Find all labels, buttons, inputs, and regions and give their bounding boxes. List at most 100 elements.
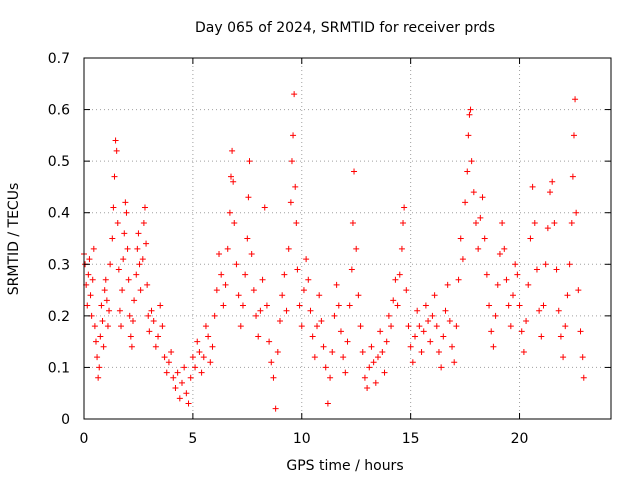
data-point bbox=[101, 287, 108, 294]
data-point bbox=[140, 220, 147, 227]
data-point bbox=[503, 276, 510, 283]
data-point bbox=[575, 287, 582, 294]
data-point bbox=[385, 312, 392, 319]
data-point bbox=[429, 312, 436, 319]
data-point bbox=[192, 364, 199, 371]
data-point bbox=[116, 307, 123, 314]
data-point bbox=[518, 328, 525, 335]
data-point bbox=[111, 173, 118, 180]
data-point bbox=[453, 323, 460, 330]
data-point bbox=[266, 338, 273, 345]
data-point bbox=[270, 374, 277, 381]
data-point bbox=[137, 287, 144, 294]
data-point bbox=[170, 374, 177, 381]
data-point bbox=[366, 364, 373, 371]
data-point bbox=[281, 271, 288, 278]
data-point bbox=[176, 395, 183, 402]
data-point bbox=[353, 245, 360, 252]
data-point bbox=[490, 343, 497, 350]
data-point bbox=[200, 354, 207, 361]
data-point bbox=[122, 199, 129, 206]
data-point bbox=[510, 292, 517, 299]
data-point bbox=[233, 261, 240, 268]
data-point bbox=[94, 354, 101, 361]
data-point bbox=[220, 302, 227, 309]
x-tick-label: 0 bbox=[80, 431, 89, 447]
data-point bbox=[155, 333, 162, 340]
data-point bbox=[110, 204, 117, 211]
data-point bbox=[483, 271, 490, 278]
data-point bbox=[351, 168, 358, 175]
data-point bbox=[294, 266, 301, 273]
data-point bbox=[165, 359, 172, 366]
data-point bbox=[477, 214, 484, 221]
data-point bbox=[379, 348, 386, 355]
data-point bbox=[400, 220, 407, 227]
data-point bbox=[139, 256, 146, 263]
data-point bbox=[102, 276, 109, 283]
axis-ticks bbox=[83, 57, 611, 420]
data-point bbox=[564, 292, 571, 299]
data-point bbox=[148, 307, 155, 314]
y-axis-label: SRMTID / TECUs bbox=[6, 183, 22, 296]
data-point bbox=[91, 323, 98, 330]
data-point bbox=[178, 379, 185, 386]
data-point bbox=[340, 354, 347, 361]
data-point bbox=[250, 287, 257, 294]
data-point bbox=[569, 173, 576, 180]
data-point bbox=[342, 369, 349, 376]
data-point bbox=[99, 318, 106, 325]
y-tick-label: 0.7 bbox=[48, 51, 70, 67]
data-point bbox=[377, 328, 384, 335]
data-point bbox=[329, 348, 336, 355]
data-point bbox=[246, 158, 253, 165]
data-point bbox=[464, 168, 471, 175]
data-point bbox=[229, 147, 236, 154]
data-point bbox=[291, 91, 298, 98]
data-point bbox=[479, 194, 486, 201]
data-point bbox=[279, 292, 286, 299]
data-point bbox=[401, 204, 408, 211]
data-point bbox=[390, 297, 397, 304]
data-point bbox=[314, 323, 321, 330]
data-point bbox=[418, 348, 425, 355]
data-point bbox=[549, 178, 556, 185]
data-point bbox=[307, 307, 314, 314]
data-point bbox=[293, 220, 300, 227]
data-point bbox=[211, 312, 218, 319]
data-point bbox=[462, 199, 469, 206]
data-point bbox=[392, 276, 399, 283]
data-point bbox=[124, 245, 131, 252]
data-point bbox=[403, 287, 410, 294]
data-point bbox=[405, 323, 412, 330]
data-point bbox=[119, 287, 126, 294]
data-point bbox=[414, 307, 421, 314]
data-point bbox=[194, 338, 201, 345]
data-point bbox=[261, 204, 268, 211]
data-point bbox=[459, 256, 466, 263]
data-point bbox=[394, 302, 401, 309]
data-point bbox=[370, 359, 377, 366]
data-point bbox=[183, 390, 190, 397]
data-point bbox=[118, 323, 125, 330]
data-point bbox=[259, 276, 266, 283]
data-point bbox=[438, 364, 445, 371]
data-point bbox=[531, 220, 538, 227]
data-point bbox=[161, 354, 168, 361]
data-point bbox=[141, 204, 148, 211]
data-point bbox=[507, 323, 514, 330]
data-point bbox=[492, 312, 499, 319]
data-point bbox=[572, 96, 579, 103]
data-point bbox=[324, 400, 331, 407]
data-point bbox=[285, 245, 292, 252]
data-point bbox=[398, 245, 405, 252]
data-point bbox=[145, 312, 152, 319]
data-point bbox=[290, 132, 297, 139]
data-point bbox=[127, 333, 134, 340]
data-point bbox=[146, 328, 153, 335]
data-point bbox=[311, 354, 318, 361]
data-point bbox=[96, 364, 103, 371]
data-point bbox=[296, 302, 303, 309]
data-point bbox=[84, 302, 91, 309]
